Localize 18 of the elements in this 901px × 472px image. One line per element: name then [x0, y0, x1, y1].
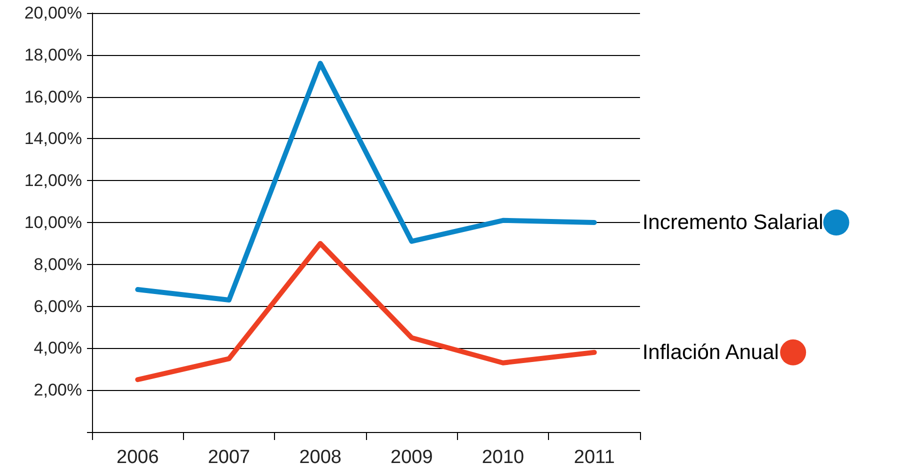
y-tick-label: 4,00% [34, 338, 82, 358]
y-tick-label: 6,00% [34, 296, 82, 316]
legend-label: Inflación Anual [642, 340, 779, 364]
y-tick-label: 18,00% [24, 45, 82, 64]
y-tick-label: 12,00% [24, 171, 82, 190]
y-tick-label: 8,00% [34, 254, 82, 274]
y-tick-label: 2,00% [34, 380, 82, 400]
y-tick-label: 20,00% [24, 4, 82, 22]
legend-label: Incremento Salarial [642, 211, 824, 234]
y-tick-label: 16,00% [24, 87, 82, 106]
x-tick-label: 2008 [299, 447, 342, 468]
x-tick-label: 2007 [208, 447, 250, 468]
y-tick-label: 14,00% [24, 129, 82, 148]
y-tick-label: 10,00% [24, 213, 82, 232]
x-tick-label: 2006 [116, 447, 159, 468]
x-tick-label: 2009 [390, 447, 433, 468]
x-tick-label: 2010 [482, 447, 524, 468]
x-tick-label: 2011 [574, 447, 615, 468]
